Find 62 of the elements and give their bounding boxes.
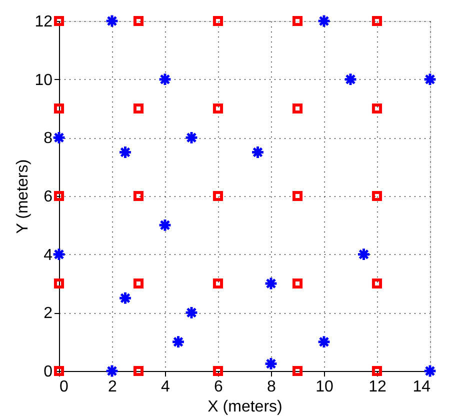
point (264, 356, 278, 371)
point (292, 103, 303, 114)
point (105, 364, 119, 378)
point (54, 366, 64, 376)
y-tick-label: 6 (44, 188, 53, 206)
y-tick-label: 2 (44, 305, 53, 322)
point (344, 72, 358, 86)
point (184, 130, 198, 145)
point (292, 366, 303, 376)
point (372, 366, 382, 376)
point (118, 145, 132, 160)
point (317, 334, 331, 349)
y-axis-title: Y (meters) (14, 159, 32, 234)
point (264, 276, 278, 290)
x-tick-label: 0 (60, 378, 68, 396)
point (133, 16, 144, 26)
point (212, 16, 224, 26)
point (158, 72, 172, 86)
point (54, 190, 64, 202)
y-tick-label: 10 (34, 72, 53, 89)
point (372, 103, 382, 114)
x-axis-title: X (meters) (208, 398, 282, 416)
x-tick-label: 12 (368, 378, 386, 396)
y-tick-label: 4 (44, 246, 53, 264)
point (292, 190, 303, 202)
y-tick-label: 12 (34, 14, 53, 30)
point (133, 103, 144, 114)
point (356, 247, 371, 262)
y-tick-label: 0 (44, 364, 53, 380)
point (317, 14, 331, 28)
point (372, 278, 382, 289)
point (423, 364, 437, 378)
point (372, 16, 382, 26)
point (54, 103, 64, 114)
point (54, 16, 64, 26)
x-tick-label: 8 (267, 378, 276, 396)
point (292, 278, 303, 289)
point (158, 218, 172, 232)
point (212, 366, 224, 376)
point (184, 306, 198, 320)
point (118, 291, 132, 306)
x-tick-label: 14 (412, 378, 431, 396)
point (133, 366, 144, 376)
point (133, 278, 144, 289)
x-tick-label: 4 (161, 378, 170, 396)
x-tick-label: 10 (316, 378, 334, 396)
point (292, 16, 303, 26)
point (372, 190, 382, 202)
point (52, 247, 66, 262)
point (212, 190, 224, 202)
y-tick-label: 8 (44, 130, 53, 148)
point (52, 130, 66, 145)
point (105, 14, 119, 28)
point (133, 190, 144, 202)
x-tick-label: 6 (214, 378, 224, 396)
point (212, 278, 224, 289)
point (250, 145, 265, 160)
point (171, 334, 186, 349)
point (212, 103, 224, 114)
point (54, 278, 64, 289)
x-tick-label: 2 (108, 378, 118, 396)
point (423, 72, 437, 86)
